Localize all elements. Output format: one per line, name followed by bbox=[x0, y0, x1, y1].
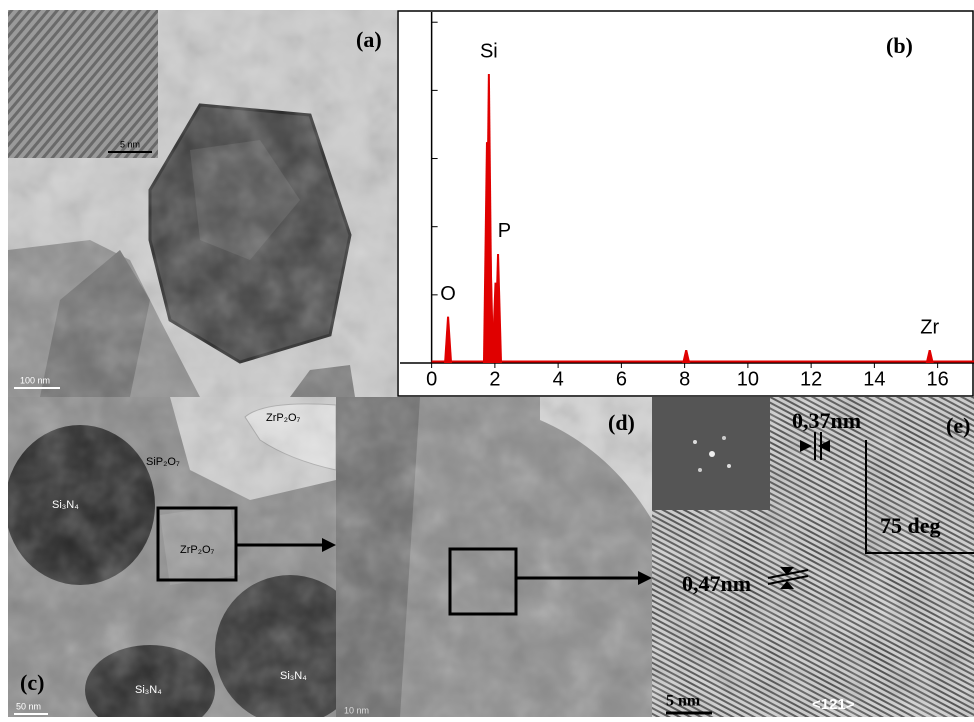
inset-scale: 5 nm bbox=[120, 139, 140, 149]
angle-label: 75 deg bbox=[880, 513, 941, 538]
phase-label: Si₃N₄ bbox=[52, 499, 79, 511]
x-tick-label: 14 bbox=[863, 368, 885, 390]
scale-label: 5 nm bbox=[666, 693, 701, 710]
zone-axis: <121> bbox=[812, 696, 855, 713]
peak-label: Zr bbox=[920, 316, 939, 338]
panel-e: 0,37nm (e) 75 deg 0,47nm 5 nm <121> bbox=[652, 397, 974, 717]
x-tick-label: 12 bbox=[800, 368, 822, 390]
phase-label: ZrP₂O₇ bbox=[180, 544, 215, 556]
x-tick-label: 2 bbox=[489, 368, 500, 390]
spacing-label: 0,37nm bbox=[792, 408, 861, 433]
panel-label: (c) bbox=[20, 670, 44, 695]
panel-c: ZrP₂O₇ SiP₂O₇ Si₃N₄ ZrP₂O₇ Si₃N₄ Si₃N₄ (… bbox=[5, 397, 365, 717]
scale-label: 50 nm bbox=[16, 701, 41, 711]
x-tick-label: 4 bbox=[553, 368, 564, 390]
phase-label: Si₃N₄ bbox=[280, 670, 307, 682]
page: 5 nm 100 nm (a) 0 2 4 6 8 10 12 14 16 O Si P Zr (b) Z… bbox=[0, 0, 974, 717]
panel-label: (a) bbox=[356, 27, 382, 52]
peak-label: P bbox=[498, 220, 511, 242]
figure: 5 nm 100 nm (a) 0 2 4 6 8 10 12 14 16 O Si P Zr (b) Z… bbox=[0, 0, 974, 717]
spacing-label: 0,47nm bbox=[682, 571, 751, 596]
x-tick-label: 0 bbox=[426, 368, 437, 390]
panel-a: 5 nm 100 nm (a) bbox=[8, 10, 397, 397]
panel-d: (d) 10 nm bbox=[336, 397, 652, 717]
x-tick-label: 6 bbox=[616, 368, 627, 390]
phase-label: Si₃N₄ bbox=[135, 684, 162, 696]
scale-label: 100 nm bbox=[20, 375, 50, 385]
x-tick-label: 10 bbox=[737, 368, 759, 390]
peak-label: O bbox=[440, 283, 456, 305]
panel-label: (e) bbox=[946, 413, 970, 438]
scale-label: 10 nm bbox=[344, 705, 369, 715]
panel-label: (d) bbox=[608, 410, 635, 435]
phase-label: ZrP₂O₇ bbox=[266, 412, 301, 424]
phase-label: SiP₂O₇ bbox=[146, 456, 180, 468]
x-tick-label: 8 bbox=[679, 368, 690, 390]
x-tick-label: 16 bbox=[927, 368, 949, 390]
panel-label: (b) bbox=[886, 33, 913, 58]
peak-label: Si bbox=[480, 40, 498, 62]
